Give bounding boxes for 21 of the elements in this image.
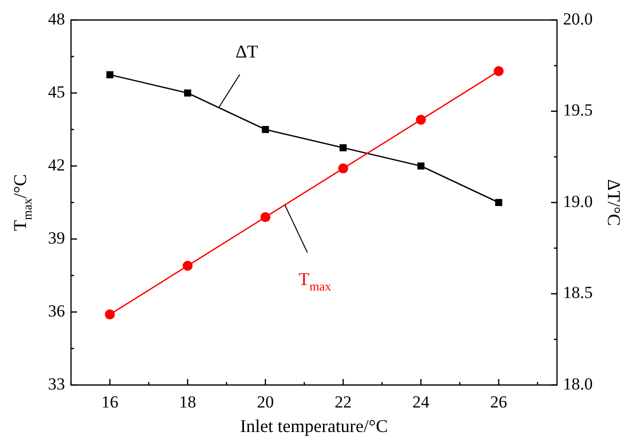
y-tick-label: 45 [48,82,65,102]
x-tick-label: 16 [101,392,118,412]
y2-tick-label: 20.0 [563,9,593,28]
y-tick-label: 48 [48,9,65,28]
text: ΔT [235,42,258,62]
y-tick-label: 33 [48,374,65,394]
x-axis-title: Inlet temperature/°C [240,416,388,436]
x-tick-label: 20 [256,392,274,412]
y-tick-label: 36 [48,301,65,320]
y2-axis-title: ΔT/°C [604,179,624,226]
y2-tick-label: 19.0 [563,192,593,211]
x-tick-label: 18 [179,392,196,412]
y-tick-label: 39 [48,228,65,248]
y2-tick-label: 19.5 [563,100,593,120]
y2-tick-label: 18.0 [563,374,593,394]
y-axis-title: Tmax/°C [10,174,34,231]
y2-tick-label: 18.5 [563,283,593,302]
x-tick-label: 26 [490,392,508,412]
x-tick-label: 22 [334,392,352,412]
y-tick-label: 42 [48,155,65,174]
x-tick-label: 24 [412,392,430,412]
